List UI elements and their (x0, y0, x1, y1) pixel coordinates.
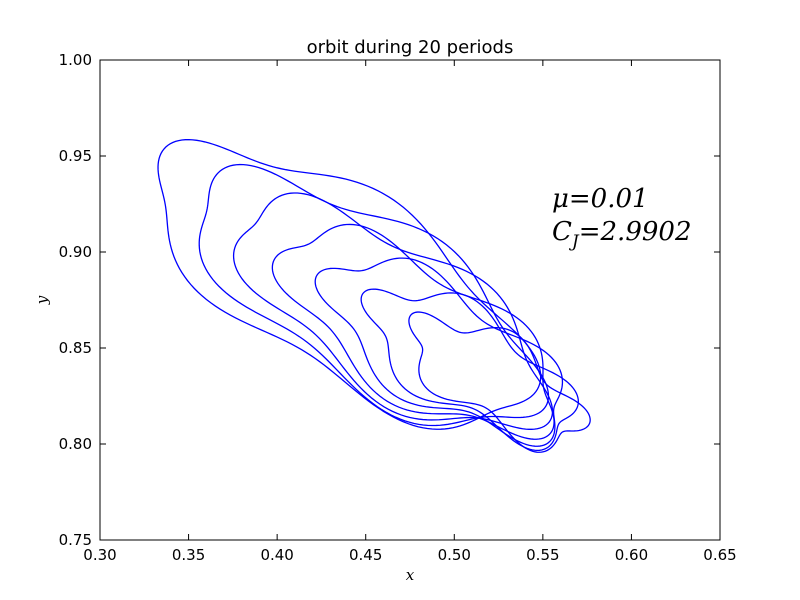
orbit-loop (271, 223, 555, 440)
orbit-loop (198, 163, 550, 427)
y-tick-label: 0.75 (59, 531, 92, 549)
x-tick-label: 0.30 (83, 546, 116, 564)
mu-annotation: μ=0.01 (552, 184, 649, 214)
orbit-loop (157, 139, 542, 430)
axes-frame (99, 59, 721, 541)
y-tick-label: 0.95 (59, 147, 92, 165)
y-tick-label: 1.00 (59, 51, 92, 69)
x-tick-label: 0.60 (615, 546, 648, 564)
x-tick-label: 0.50 (438, 546, 471, 564)
y-tick-label: 0.80 (59, 435, 92, 453)
x-tick-label: 0.35 (172, 546, 205, 564)
x-tick-label: 0.55 (526, 546, 559, 564)
x-tick-label: 0.45 (349, 546, 382, 564)
orbit-loop (232, 192, 554, 430)
cj-value: =2.9902 (579, 217, 692, 247)
orbit-loop (408, 311, 591, 453)
y-axis-label: y (33, 295, 51, 305)
y-tick-label: 0.85 (59, 339, 92, 357)
cj-annotation: CJ=2.9902 (552, 217, 692, 252)
x-axis-label: x (406, 566, 415, 584)
x-tick-label: 0.40 (260, 546, 293, 564)
orbit-curve (157, 139, 591, 453)
orbit-loop (360, 288, 580, 452)
orbit-loop (314, 257, 564, 447)
cj-symbol: C (552, 217, 572, 247)
x-tick-label: 0.65 (703, 546, 736, 564)
y-tick-label: 0.90 (59, 243, 92, 261)
axis-ticks: 0.30 0.35 0.40 0.45 0.50 0.55 0.60 0.65 0.75 0.80… (59, 51, 737, 564)
cj-subscript: J (569, 232, 580, 252)
plot-area: 0.30 0.35 0.40 0.45 0.50 0.55 0.60 0.65 0.75 0.80… (59, 51, 737, 564)
chart-title: orbit during 20 periods (307, 37, 514, 58)
